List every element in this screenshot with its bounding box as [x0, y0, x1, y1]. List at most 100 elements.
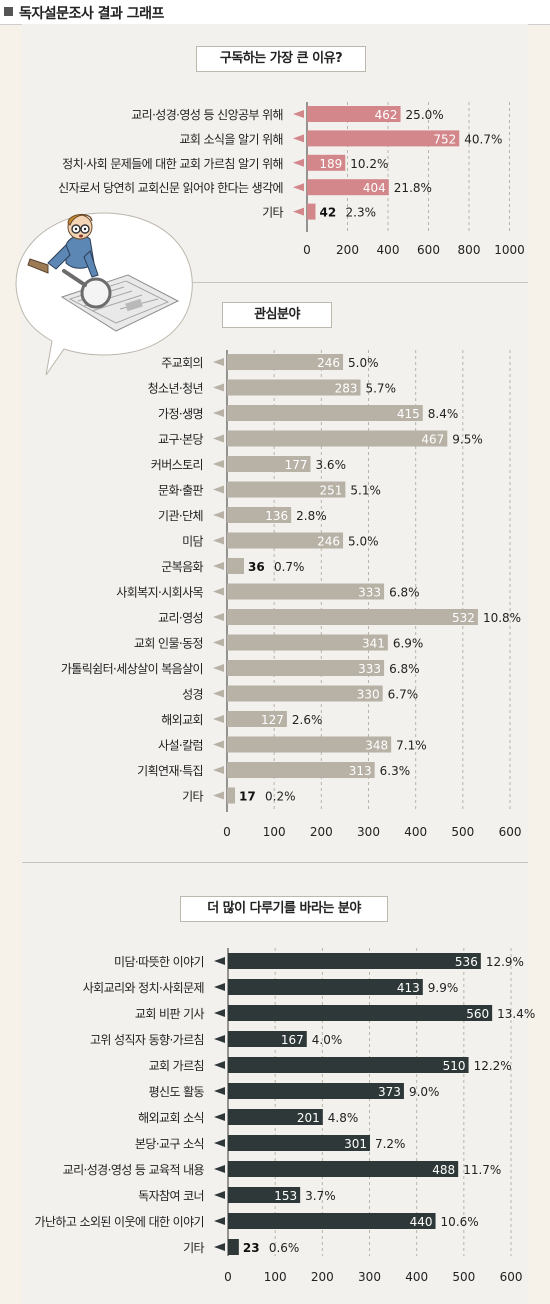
- data-label-percent: 7.1%: [396, 739, 427, 753]
- section-divider: [22, 282, 528, 283]
- category-label: 교구·본당: [158, 433, 204, 447]
- bar: [227, 430, 448, 447]
- category-tick: [213, 383, 224, 392]
- data-label-percent: 10.6%: [441, 1215, 479, 1229]
- data-label-percent: 9.0%: [409, 1085, 440, 1099]
- data-label-percent: 5.7%: [365, 382, 396, 396]
- data-label-value: 560: [466, 1007, 489, 1021]
- category-label: 기타: [182, 790, 203, 804]
- category-label: 기타: [183, 1241, 204, 1255]
- data-label-percent: 6.8%: [389, 662, 420, 676]
- category-tick: [213, 613, 224, 621]
- category-label: 본당·교구 소식: [135, 1137, 204, 1151]
- x-tick-label: 0: [223, 825, 231, 839]
- data-label-value: 246: [317, 356, 340, 370]
- category-tick: [213, 587, 224, 596]
- category-tick: [293, 110, 304, 118]
- data-label-value: 341: [362, 637, 385, 651]
- category-label: 고위 성직자 동향·가르침: [90, 1033, 204, 1047]
- bar: [228, 1109, 323, 1125]
- category-tick: [213, 689, 224, 698]
- data-label-value: 153: [274, 1189, 297, 1203]
- data-label-percent: 25.0%: [406, 108, 444, 122]
- data-label-percent: 5.1%: [350, 484, 381, 498]
- category-tick: [213, 740, 224, 749]
- data-label-percent: 10.2%: [350, 157, 388, 171]
- category-tick: [214, 1009, 225, 1017]
- x-tick-label: 1000: [494, 243, 525, 257]
- x-tick-label: 200: [310, 825, 333, 839]
- data-label-value: 440: [410, 1215, 433, 1229]
- category-tick: [213, 766, 224, 774]
- category-tick: [213, 562, 224, 570]
- bar: [227, 379, 361, 396]
- bullet-square-icon: [4, 7, 13, 16]
- data-label-value: 413: [397, 981, 420, 995]
- bar: [227, 558, 244, 574]
- data-label-value: 373: [378, 1085, 401, 1099]
- bar: [227, 736, 392, 753]
- category-label: 가톨릭쉼터·세상살이 복음살이: [61, 662, 203, 676]
- bar: [228, 1031, 307, 1047]
- bar: [227, 481, 346, 498]
- data-label-percent: 4.0%: [312, 1033, 343, 1047]
- category-tick: [213, 536, 224, 545]
- data-label-value: 167: [281, 1033, 304, 1047]
- bar: [227, 685, 383, 702]
- data-label-value: 488: [432, 1163, 455, 1177]
- data-label-percent: 2.3%: [346, 206, 377, 220]
- data-label-value: 348: [365, 739, 388, 753]
- category-label: 교리·영성: [158, 611, 203, 625]
- category-label: 평신도 활동: [149, 1085, 205, 1099]
- data-label-percent: 4.8%: [328, 1111, 359, 1125]
- category-tick: [213, 511, 224, 519]
- category-tick: [213, 715, 224, 723]
- data-label-percent: 5.0%: [348, 535, 379, 549]
- x-tick-label: 600: [417, 243, 440, 257]
- data-label-value: 246: [317, 535, 340, 549]
- data-label-percent: 10.8%: [483, 611, 521, 625]
- x-tick-label: 0: [303, 243, 311, 257]
- category-tick: [213, 460, 224, 468]
- category-label: 문화·출판: [158, 484, 204, 498]
- data-label-percent: 9.5%: [452, 433, 483, 447]
- data-label-percent: 0.2%: [265, 790, 296, 804]
- bar: [227, 609, 478, 625]
- bar: [227, 660, 385, 676]
- category-tick: [293, 183, 304, 192]
- data-label-value: 333: [358, 662, 381, 676]
- section-divider: [22, 862, 528, 863]
- data-label-percent: 11.7%: [463, 1163, 501, 1177]
- category-label: 교회 소식을 알기 위해: [179, 132, 283, 146]
- category-tick: [214, 1035, 225, 1043]
- data-label-percent: 8.4%: [428, 407, 459, 421]
- category-tick: [213, 664, 224, 672]
- bar: [227, 532, 344, 549]
- data-label-value: 42: [320, 206, 337, 220]
- x-tick-label: 300: [357, 825, 380, 839]
- x-tick-label: 400: [404, 825, 427, 839]
- category-tick: [214, 1061, 225, 1069]
- x-tick-label: 600: [499, 825, 522, 839]
- bar: [228, 1083, 404, 1099]
- category-label: 독자참여 코너: [138, 1189, 204, 1203]
- data-label-percent: 3.6%: [315, 458, 346, 472]
- x-tick-label: 500: [452, 1270, 475, 1284]
- chart-title-reasons: 구독하는 가장 큰 이유?: [196, 46, 366, 72]
- bar: [228, 1161, 459, 1177]
- data-label-percent: 3.7%: [305, 1189, 336, 1203]
- data-label-value: 189: [319, 157, 342, 171]
- category-tick: [214, 1165, 225, 1173]
- page-title: 독자설문조사 결과 그래프: [19, 6, 164, 22]
- data-label-value: 330: [357, 688, 380, 702]
- category-label: 가정·생명: [158, 407, 203, 421]
- category-label: 커버스토리: [151, 458, 203, 472]
- category-label: 신자로서 당연히 교회신문 읽어야 한다는 생각에: [58, 181, 283, 195]
- bar: [307, 130, 460, 147]
- data-label-percent: 0.6%: [269, 1241, 300, 1255]
- data-label-value: 17: [239, 790, 256, 804]
- category-tick: [214, 1243, 225, 1251]
- bar: [227, 711, 287, 727]
- data-label-value: 36: [248, 560, 265, 574]
- category-label: 주교회의: [161, 356, 203, 370]
